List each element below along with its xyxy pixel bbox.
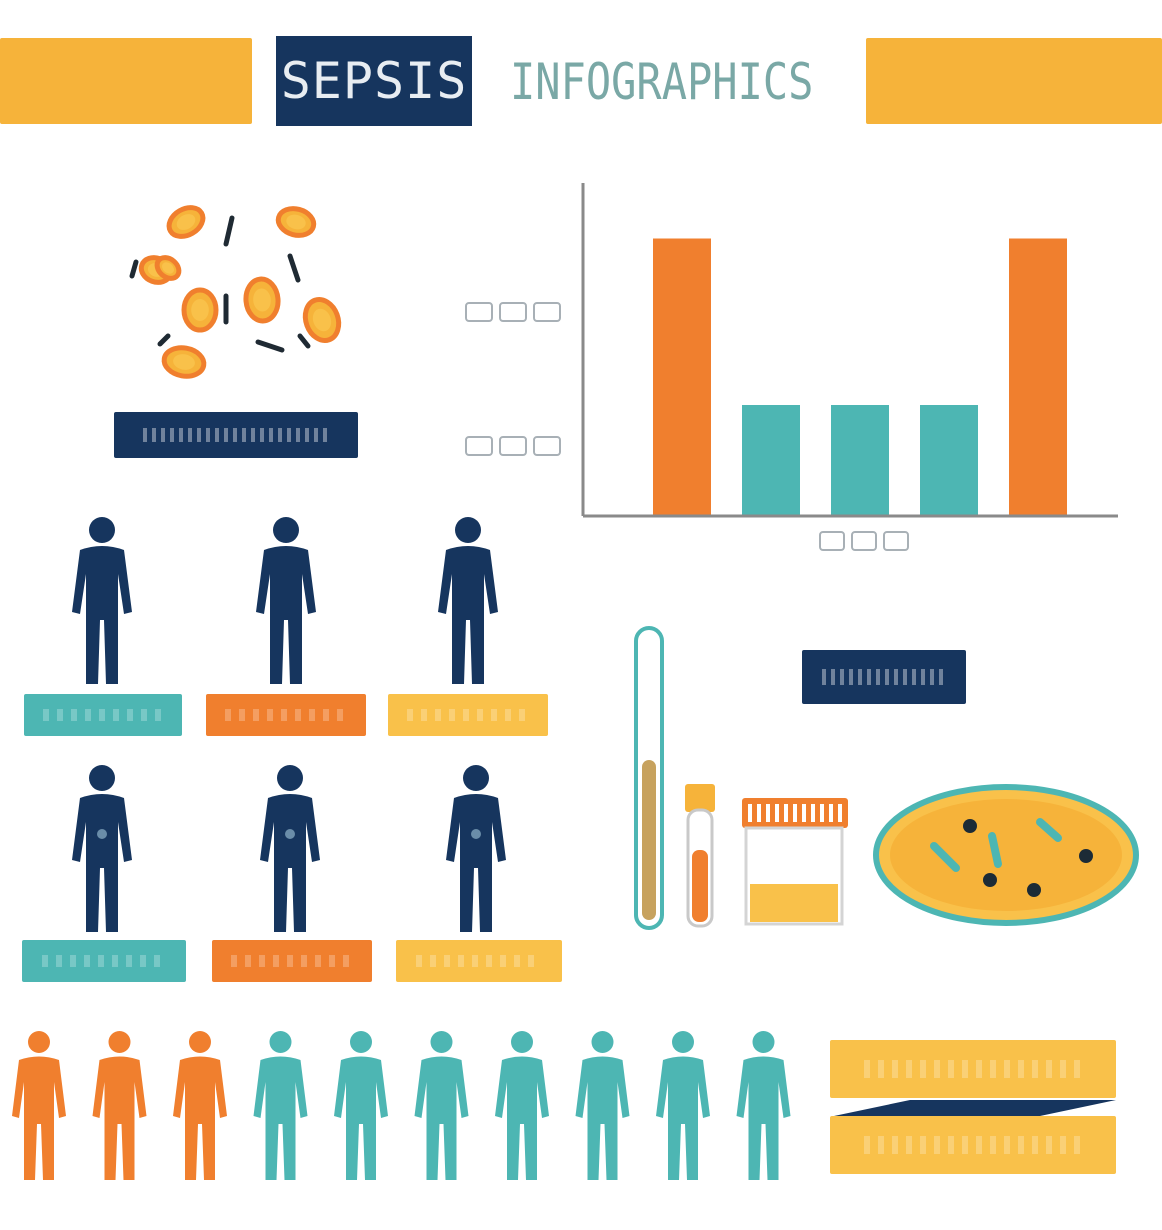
x-axis-caption	[819, 531, 909, 551]
population-person-icon	[656, 1031, 710, 1180]
coccus-core	[162, 262, 174, 274]
person-silhouette-icon	[72, 765, 132, 932]
jar-lid-stripe	[757, 804, 761, 822]
title-rest: INFOGRAPHICS	[510, 53, 814, 111]
bacillus-rod	[223, 215, 235, 247]
bacillus-rod	[129, 259, 139, 279]
bacillus-rod	[297, 333, 311, 349]
colony-dot	[963, 819, 977, 833]
coccus-core	[286, 214, 306, 230]
y-tick-upper	[465, 302, 561, 322]
colony-dot	[983, 873, 997, 887]
coccus-cell	[181, 287, 219, 333]
sample-jar-icon	[742, 798, 848, 926]
coccus-cell	[275, 206, 317, 238]
colony-rod	[930, 842, 960, 872]
coccus-cell	[302, 297, 342, 343]
coccus-core	[312, 308, 332, 332]
coccus-cell	[161, 345, 207, 379]
people-row1-label-3	[388, 694, 548, 736]
person-silhouette-icon	[72, 517, 132, 684]
people-row2-label-2	[212, 940, 372, 982]
jar-lid-stripe	[829, 804, 833, 822]
people-row1-label-2	[206, 694, 366, 736]
jar-lid-stripe	[775, 804, 779, 822]
jar-lid-stripe	[793, 804, 797, 822]
jar-lid-stripe	[748, 804, 752, 822]
chart-bar-4	[920, 405, 978, 516]
jar-lid-stripe	[784, 804, 788, 822]
person-silhouette-icon	[438, 517, 498, 684]
person-silhouette-icon	[446, 765, 506, 932]
coccus-cell	[166, 205, 206, 239]
population-person-icon	[253, 1031, 308, 1180]
coccus-core	[191, 299, 209, 321]
jar-lid-stripe	[766, 804, 770, 822]
population-person-icon	[414, 1031, 469, 1180]
bacteria-label	[114, 412, 358, 458]
population-person-icon	[12, 1031, 66, 1180]
jar-lid-stripe	[811, 804, 815, 822]
colony-rod	[1036, 818, 1062, 842]
title-highlight-box: SEPSIS	[276, 36, 472, 126]
colony-rod	[988, 832, 1002, 868]
coccus-core	[253, 288, 271, 312]
organ-mark	[97, 829, 107, 839]
coccus-cell	[154, 255, 182, 281]
people-row2-label-1	[22, 940, 186, 982]
organ-mark	[471, 829, 481, 839]
population-person-icon	[495, 1031, 549, 1180]
y-tick-lower	[465, 436, 561, 456]
people-row1-label-1	[24, 694, 182, 736]
jar-lid-stripe	[838, 804, 842, 822]
jar-lid-stripe	[802, 804, 806, 822]
header-bar-right	[866, 38, 1162, 124]
person-silhouette-icon	[260, 765, 320, 932]
chart-bar-3	[831, 405, 889, 516]
thermometer-icon	[634, 626, 664, 930]
colony-dot	[1027, 883, 1041, 897]
bacillus-rod	[157, 333, 171, 347]
chart-bar-1	[653, 238, 711, 516]
lab-samples-label	[802, 650, 966, 704]
title-highlight: SEPSIS	[280, 52, 468, 110]
chart-bar-5	[1009, 238, 1067, 516]
population-person-icon	[173, 1031, 227, 1180]
colony-dot	[1079, 849, 1093, 863]
coccus-core	[147, 263, 165, 277]
coccus-cell	[138, 255, 174, 285]
blood-vial-icon	[685, 784, 715, 928]
stat-panel-top	[830, 1040, 1116, 1098]
population-person-icon	[736, 1031, 791, 1180]
population-person-icon	[575, 1031, 630, 1180]
petri-dish-icon	[873, 784, 1139, 926]
organ-mark	[285, 829, 295, 839]
bacillus-rod	[287, 253, 301, 283]
stat-panel-bottom	[830, 1116, 1116, 1174]
chart-bar-2	[742, 405, 800, 516]
coccus-core	[176, 214, 196, 230]
population-person-icon	[92, 1031, 147, 1180]
coccus-core	[173, 354, 195, 370]
people-row2-label-3	[396, 940, 562, 982]
bacillus-rod	[255, 339, 285, 353]
population-person-icon	[334, 1031, 388, 1180]
header-bar-left	[0, 38, 252, 124]
jar-lid-stripe	[820, 804, 824, 822]
coccus-cell	[243, 276, 281, 324]
person-silhouette-icon	[256, 517, 316, 684]
